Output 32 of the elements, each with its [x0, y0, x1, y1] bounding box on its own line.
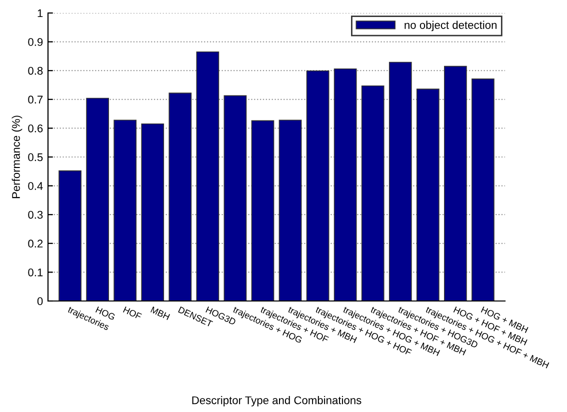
bar — [168, 92, 192, 301]
bar — [141, 123, 164, 301]
bar — [278, 120, 302, 301]
y-tick-label: 0.5 — [28, 153, 43, 162]
bar — [196, 51, 220, 301]
y-tick-label: 0 — [37, 297, 43, 306]
bar — [224, 95, 247, 301]
y-tick-label: 0.4 — [28, 182, 43, 190]
y-tick-label: 0.9 — [28, 38, 43, 46]
y-tick-label: 0.8 — [28, 66, 43, 75]
bar — [472, 78, 494, 301]
y-axis-title: Performance (%) — [12, 116, 22, 198]
bar — [58, 170, 82, 301]
bar — [388, 62, 412, 301]
bar — [114, 120, 137, 301]
x-tick-label: HOF — [122, 306, 142, 320]
bar — [444, 66, 467, 301]
bar — [251, 120, 274, 301]
bar — [361, 85, 384, 301]
bar — [86, 98, 109, 301]
legend-label: no object detection — [404, 20, 497, 32]
bar — [334, 68, 357, 301]
y-tick-label: 1 — [38, 9, 43, 18]
y-tick-label: 0.7 — [28, 96, 43, 104]
y-tick-label: 0.2 — [28, 240, 43, 248]
x-tick-label: MBH — [150, 306, 170, 320]
y-tick-label: 0.1 — [28, 268, 43, 276]
y-tick-label: 0.6 — [28, 124, 43, 132]
bar — [416, 88, 440, 301]
y-tick-label: 0.3 — [28, 210, 43, 219]
x-axis-title: Descriptor Type and Combinations — [192, 396, 362, 406]
bar — [306, 70, 330, 301]
